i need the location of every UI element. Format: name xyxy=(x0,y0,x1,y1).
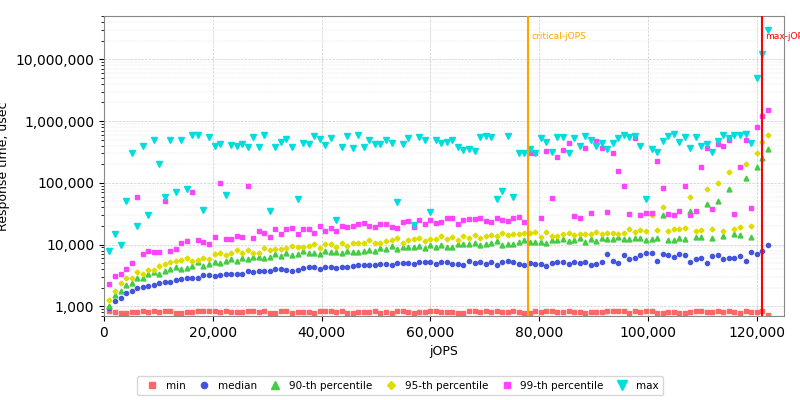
90-th percentile xyxy=(470,240,479,245)
median xyxy=(625,256,634,261)
max xyxy=(470,148,479,153)
90-th percentile xyxy=(105,304,114,309)
min xyxy=(243,309,253,314)
min xyxy=(630,308,640,313)
90-th percentile xyxy=(763,147,773,152)
min xyxy=(475,309,485,314)
99-th percentile xyxy=(763,108,773,112)
99-th percentile xyxy=(741,137,750,142)
median xyxy=(105,306,114,310)
max xyxy=(282,136,291,141)
90-th percentile xyxy=(282,251,291,256)
max xyxy=(741,132,750,136)
95-th percentile xyxy=(558,231,568,236)
99-th percentile xyxy=(625,211,634,216)
99-th percentile xyxy=(470,216,479,221)
Text: critical-jOPS: critical-jOPS xyxy=(531,32,586,41)
95-th percentile xyxy=(243,248,253,253)
Line: max: max xyxy=(106,26,771,254)
max xyxy=(105,248,114,253)
min xyxy=(763,313,773,318)
95-th percentile xyxy=(282,246,291,250)
median xyxy=(470,260,479,265)
95-th percentile xyxy=(763,132,773,137)
min xyxy=(105,308,114,313)
min xyxy=(746,309,756,314)
Line: 95-th percentile: 95-th percentile xyxy=(108,133,770,302)
min xyxy=(249,308,258,313)
99-th percentile xyxy=(105,282,114,287)
Line: 90-th percentile: 90-th percentile xyxy=(107,147,770,309)
Y-axis label: Response time, usec: Response time, usec xyxy=(0,101,10,231)
median xyxy=(558,259,568,264)
95-th percentile xyxy=(470,232,479,237)
95-th percentile xyxy=(105,297,114,302)
median xyxy=(763,242,773,247)
max xyxy=(625,134,634,139)
90-th percentile xyxy=(625,236,634,241)
max xyxy=(763,27,773,32)
Text: max-jOP: max-jOP xyxy=(765,32,800,41)
90-th percentile xyxy=(741,176,750,180)
Line: 99-th percentile: 99-th percentile xyxy=(107,108,770,286)
median xyxy=(282,268,291,273)
min xyxy=(564,309,574,314)
max xyxy=(558,135,568,140)
min xyxy=(287,311,297,316)
Line: min: min xyxy=(108,309,770,317)
Line: median: median xyxy=(107,242,770,310)
max xyxy=(243,145,253,150)
Legend: min, median, 90-th percentile, 95-th percentile, 99-th percentile, max: min, median, 90-th percentile, 95-th per… xyxy=(138,376,662,395)
99-th percentile xyxy=(558,148,568,153)
X-axis label: jOPS: jOPS xyxy=(430,345,458,358)
95-th percentile xyxy=(741,162,750,167)
99-th percentile xyxy=(243,183,253,188)
90-th percentile xyxy=(243,257,253,262)
90-th percentile xyxy=(558,237,568,242)
99-th percentile xyxy=(282,226,291,231)
95-th percentile xyxy=(625,227,634,232)
median xyxy=(741,259,750,264)
median xyxy=(243,269,253,274)
